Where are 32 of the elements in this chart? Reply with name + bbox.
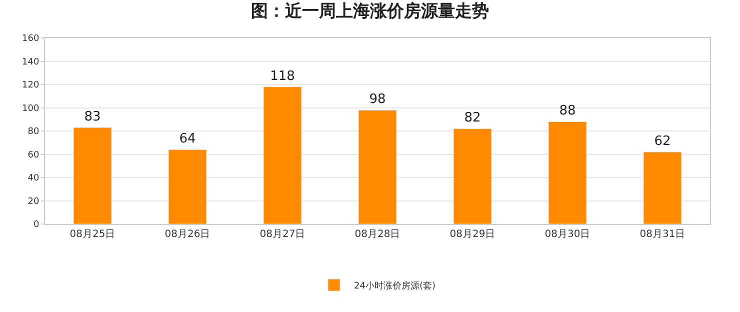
bar (263, 86, 302, 224)
x-tick-label: 08月31日 (640, 229, 686, 240)
y-tick-label: 140 (22, 57, 40, 68)
data-label: 118 (270, 68, 295, 84)
bar (643, 152, 682, 224)
data-label: 62 (654, 134, 671, 149)
chart-title: 图：近一周上海涨价房源量走势 (251, 2, 489, 22)
data-label: 64 (179, 132, 196, 147)
bar (548, 121, 587, 224)
y-tick-label: 0 (33, 220, 40, 230)
bar (168, 149, 207, 224)
y-tick-label: 100 (22, 104, 40, 114)
y-tick-label: 160 (22, 34, 40, 44)
y-tick-label: 20 (28, 196, 40, 207)
bar (73, 127, 112, 224)
x-tick-label: 08月25日 (70, 229, 116, 240)
x-tick-label: 08月26日 (164, 229, 210, 240)
x-tick-label: 08月27日 (260, 229, 306, 240)
y-tick-label: 40 (28, 174, 40, 184)
data-label: 88 (559, 104, 576, 119)
legend-label: 24小时涨价房源(套) (354, 280, 436, 292)
data-label: 98 (369, 92, 386, 108)
x-tick-label: 08月28日 (354, 229, 400, 240)
y-tick-label: 120 (22, 80, 40, 91)
x-tick-label: 08月29日 (450, 229, 496, 240)
data-label: 82 (464, 110, 481, 126)
bar (453, 128, 492, 224)
bar (358, 110, 397, 224)
data-label: 83 (84, 110, 101, 125)
y-tick-label: 60 (28, 150, 40, 160)
y-tick-label: 80 (28, 127, 40, 138)
x-tick-label: 08月30日 (544, 229, 590, 240)
